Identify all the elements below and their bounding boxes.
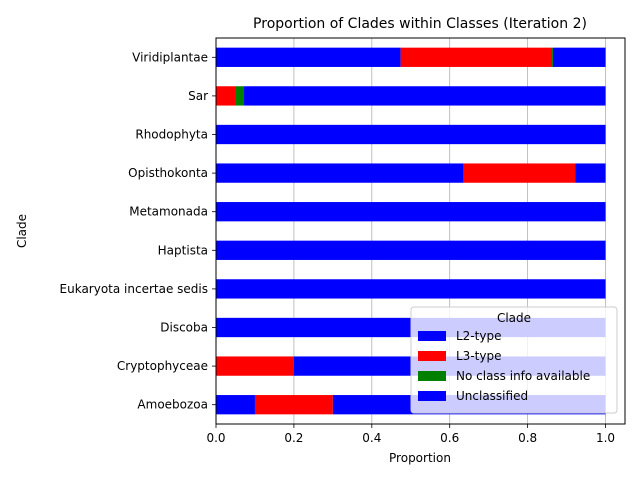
x-axis-label: Proportion: [389, 451, 451, 465]
x-tick-label: 0.2: [284, 431, 303, 445]
bar-segment: [216, 47, 401, 67]
bar-segment: [216, 240, 606, 260]
axes: 0.0 0.2 0.4 0.6 0.8 1.0 Amoebozoa Cryptophyceae…: [60, 50, 616, 445]
x-tick-label: 1.0: [596, 431, 615, 445]
legend-label: L3-type: [456, 349, 501, 363]
bar-segment: [216, 356, 294, 376]
bar-segment: [575, 163, 606, 183]
bar-segment: [216, 395, 255, 415]
x-tick-label: 0.6: [440, 431, 459, 445]
legend-items: L2-type L3-type No class info available Unc…: [418, 329, 590, 403]
bar-segment: [216, 202, 606, 222]
x-tick-label: 0.4: [362, 431, 381, 445]
legend-label: L2-type: [456, 329, 501, 343]
legend-swatch: [418, 331, 446, 341]
bar-segment: [254, 395, 333, 415]
y-tick-label: Haptista: [158, 243, 208, 257]
legend-frame: [410, 306, 618, 414]
y-tick-label: Eukaryota incertae sedis: [60, 282, 208, 296]
bar-segment: [235, 86, 245, 106]
bar-segment: [400, 47, 551, 67]
x-tick-label: 0.8: [518, 431, 537, 445]
x-tick-label: 0.0: [206, 431, 225, 445]
legend: Clade L2-type L3-type No class info availa…: [410, 306, 618, 414]
legend-swatch: [418, 371, 446, 381]
bar-segment: [552, 47, 606, 67]
y-tick-label: Amoebozoa: [137, 398, 208, 412]
bar-segment: [216, 279, 606, 299]
y-tick-label: Metamonada: [129, 205, 208, 219]
bar-segment: [216, 124, 606, 145]
legend-swatch: [418, 391, 446, 401]
bar-segment: [244, 86, 606, 106]
bar-segment: [216, 163, 464, 183]
bar-segment: [550, 47, 553, 67]
y-tick-label: Discoba: [160, 321, 208, 335]
plot-frame: [215, 37, 626, 425]
y-tick-label: Rhodophyta: [135, 128, 208, 142]
y-tick-label: Viridiplantae: [132, 50, 208, 64]
legend-title: Clade: [497, 311, 531, 325]
y-tick-label: Opisthokonta: [128, 166, 208, 180]
y-axis-label: Clade: [15, 214, 29, 248]
y-tick-label: Sar: [188, 89, 208, 103]
legend-label: No class info available: [456, 369, 590, 383]
y-tick-label: Cryptophyceae: [117, 359, 208, 373]
legend-swatch: [418, 351, 446, 361]
chart-title: Proportion of Clades within Classes (Ite…: [253, 16, 587, 32]
bar-segment: [463, 163, 576, 183]
bar-segment: [216, 86, 236, 106]
legend-label: Unclassified: [456, 389, 528, 403]
